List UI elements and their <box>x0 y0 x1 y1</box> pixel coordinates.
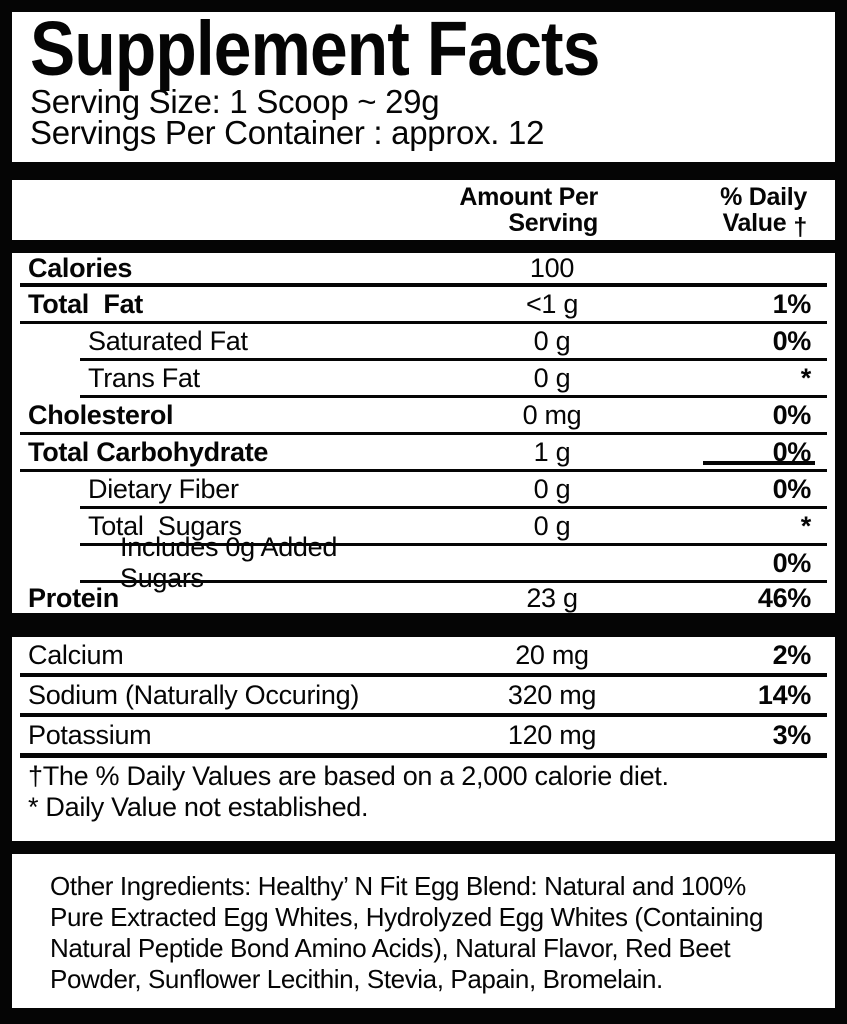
separator <box>20 753 827 758</box>
amount-value: <1 g <box>525 288 579 319</box>
footnote-daily-values: †The % Daily Values are based on a 2,000… <box>28 761 669 791</box>
amount-value: 0 g <box>533 510 571 541</box>
daily-value-percent: * <box>800 510 812 541</box>
separator <box>80 358 827 361</box>
amount-value: 0 mg <box>522 399 582 430</box>
servings-per-container: Servings Per Container : approx. 12 <box>30 114 545 151</box>
other-ingredients-paragraph: Other Ingredients: Healthy’ N Fit Egg Bl… <box>50 871 827 995</box>
other-ingredients-line: Pure Extracted Egg Whites, Hydrolyzed Eg… <box>50 902 764 932</box>
column-header-row: Amount Per Serving % Daily Value † <box>12 180 835 240</box>
nutrient-label: Includes 0g Added Sugars <box>120 532 345 593</box>
amount-value: 0 g <box>533 473 571 504</box>
nutrient-label: Cholesterol <box>28 399 174 430</box>
separator <box>20 432 827 435</box>
nutrient-label: Total Carbohydrate <box>28 436 269 467</box>
table-row: Calcium 20 mg 2% <box>12 637 835 673</box>
amount-value: 23 g <box>526 582 578 613</box>
other-ingredients-line: Powder, Sunflower Lecithin, Stevia, Papa… <box>50 964 663 994</box>
thick-divider <box>12 841 835 854</box>
daily-value-percent: 46% <box>757 582 811 613</box>
table-row: Protein 23 g 46% <box>12 583 835 613</box>
amount-value: 20 mg <box>515 639 589 670</box>
table-row: Saturated Fat 0 g 0% <box>12 324 835 358</box>
nutrient-label: Saturated Fat <box>88 325 248 356</box>
daily-value-percent: 0% <box>772 399 812 430</box>
amount-value: 0 g <box>533 362 571 393</box>
daily-value-percent: * <box>800 362 812 393</box>
nutrient-table: Calories 100 Total Fat <1 g 1% Saturated… <box>12 253 835 613</box>
daily-value-percent: 1% <box>772 288 812 319</box>
amount-value: 100 <box>529 252 575 283</box>
serving-size: Serving Size: 1 Scoop ~ 29g <box>30 83 440 120</box>
thick-divider <box>12 240 835 253</box>
amount-value: 320 mg <box>507 679 597 710</box>
nutrient-label: Sodium (Naturally Occuring) <box>28 679 360 710</box>
separator <box>80 543 827 546</box>
nutrient-label: Total Fat <box>28 288 143 319</box>
column-header-daily-value: % Daily Value † <box>720 183 807 241</box>
separator <box>20 673 827 677</box>
nutrient-label: Total Sugars <box>88 510 242 541</box>
nutrient-label: Calcium <box>28 639 124 670</box>
separator <box>20 321 827 324</box>
percent-underline <box>703 461 815 465</box>
nutrient-label: Dietary Fiber <box>88 473 239 504</box>
table-row: Includes 0g Added Sugars 0% <box>12 532 835 593</box>
nutrient-label: Protein <box>28 582 119 613</box>
daily-value-percent: 2% <box>772 639 812 670</box>
daily-value-percent: 0% <box>772 547 812 578</box>
nutrient-label: Calories <box>28 252 133 283</box>
table-row: Potassium 120 mg 3% <box>12 717 835 753</box>
nutrient-label: Trans Fat <box>88 362 200 393</box>
dagger-icon: † <box>793 213 807 241</box>
thick-divider <box>12 162 835 180</box>
table-row: Dietary Fiber 0 g 0% <box>12 472 835 506</box>
amount-value: 0 g <box>533 325 571 356</box>
page-title: Supplement Facts <box>30 6 600 92</box>
daily-value-percent: 0% <box>772 325 812 356</box>
other-ingredients-line: Other Ingredients: Healthy’ N Fit Egg Bl… <box>50 871 746 901</box>
daily-value-percent: 14% <box>757 679 811 710</box>
separator <box>80 395 827 398</box>
daily-value-percent: 3% <box>772 719 812 750</box>
separator <box>20 713 827 717</box>
daily-value-percent: 0% <box>772 473 812 504</box>
other-ingredients-line: Natural Peptide Bond Amino Acids), Natur… <box>50 933 731 963</box>
footnotes: †The % Daily Values are based on a 2,000… <box>12 758 835 823</box>
separator <box>20 469 827 472</box>
table-row: Cholesterol 0 mg 0% <box>12 398 835 432</box>
separator <box>20 283 827 287</box>
mineral-table: Calcium 20 mg 2% Sodium (Naturally Occur… <box>12 637 835 758</box>
amount-value: 120 mg <box>507 719 597 750</box>
table-row: Calories 100 <box>12 253 835 283</box>
footnote-not-established: * Daily Value not established. <box>28 792 369 822</box>
label-header: Supplement Facts Serving Size: 1 Scoop ~… <box>12 6 835 151</box>
table-row: Total Carbohydrate 1 g 0% <box>12 435 835 469</box>
table-row: Total Fat <1 g 1% <box>12 287 835 321</box>
thick-divider <box>12 613 835 637</box>
amount-value: 1 g <box>533 436 571 467</box>
separator <box>80 506 827 509</box>
table-row: Trans Fat 0 g * <box>12 361 835 395</box>
table-row: Total Sugars 0 g * <box>12 509 835 543</box>
table-row: Sodium (Naturally Occuring) 320 mg 14% <box>12 677 835 713</box>
column-header-amount: Amount Per Serving <box>459 183 598 237</box>
separator <box>80 580 827 583</box>
nutrient-label: Potassium <box>28 719 152 750</box>
